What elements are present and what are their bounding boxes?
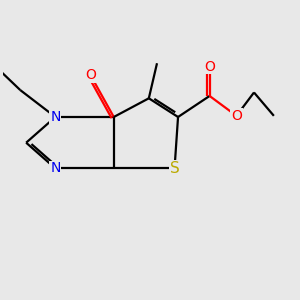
Text: N: N <box>50 110 61 124</box>
Text: O: O <box>204 60 215 74</box>
Text: S: S <box>170 161 179 176</box>
Text: O: O <box>231 109 242 123</box>
Text: N: N <box>50 161 61 176</box>
Text: O: O <box>85 68 96 82</box>
